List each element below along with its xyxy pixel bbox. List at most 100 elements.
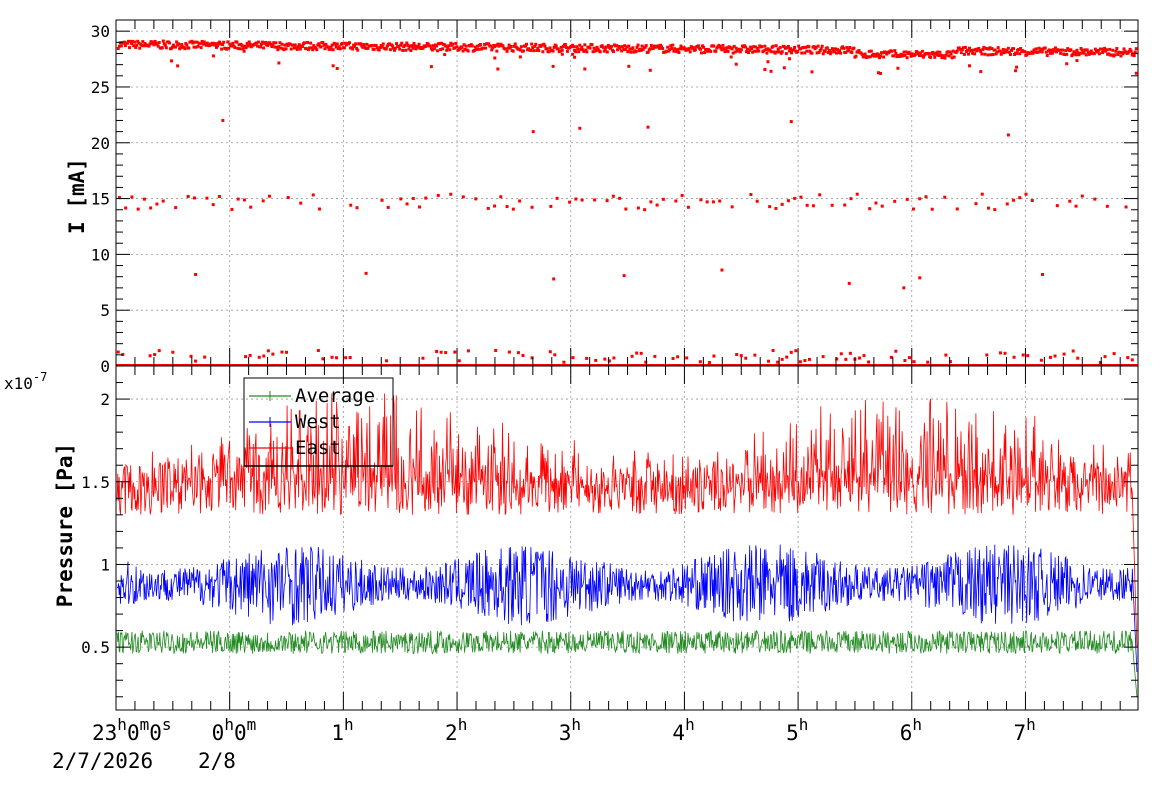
current-point-secondary (768, 205, 772, 209)
current-point-low (285, 350, 289, 354)
current-point-main (687, 47, 691, 51)
current-point-low (571, 356, 575, 360)
x-hour-label-value: 7 (1013, 721, 1026, 745)
current-point-secondary (267, 194, 271, 198)
current-point-low (562, 360, 566, 364)
current-point-main (330, 43, 334, 47)
current-point-low (494, 348, 498, 352)
current-point-main (207, 44, 211, 48)
current-point-main (156, 44, 160, 48)
current-point-main (1079, 46, 1083, 50)
current-point-main (361, 45, 365, 49)
current-point-low (330, 355, 334, 359)
current-point-dip (518, 55, 522, 59)
current-point-main (691, 46, 695, 50)
current-point-main (133, 40, 137, 44)
current-point-low (421, 356, 425, 360)
current-point-low (1130, 358, 1134, 362)
bottom-ytick-label-1: 1 (100, 555, 110, 574)
bottom-plot-frame (115, 365, 1139, 711)
current-point-main (739, 48, 743, 52)
current-point-main (722, 46, 726, 50)
current-point-secondary (386, 205, 390, 209)
current-point-main (827, 48, 831, 52)
current-point-dip (627, 64, 631, 68)
current-point-low (603, 357, 607, 361)
current-point-main (934, 51, 938, 55)
current-point-secondary (799, 195, 803, 199)
current-point-secondary (174, 206, 178, 210)
current-point-main (454, 41, 458, 45)
bottom-ytick-label-0: 0.5 (81, 638, 110, 657)
bottom-ytick-label-3: 2 (100, 390, 110, 409)
current-point-main (391, 46, 395, 50)
current-point-main (513, 42, 517, 46)
current-point-main (408, 44, 412, 48)
current-point-dip (782, 66, 786, 70)
current-point-main (1118, 50, 1122, 54)
current-point-main (198, 41, 202, 45)
current-point-main (424, 44, 428, 48)
current-point-main (398, 47, 402, 51)
current-point-main (848, 45, 852, 49)
current-point-main (893, 49, 897, 53)
current-point-main (409, 49, 413, 53)
top-ytick-label-4: 20 (91, 134, 110, 153)
current-point-main (523, 44, 527, 48)
current-point-main (793, 45, 797, 49)
current-point-outlier-8 (552, 277, 556, 281)
current-point-low (998, 351, 1002, 355)
current-point-main (1043, 46, 1047, 50)
current-point-main (965, 48, 969, 52)
current-point-main (385, 44, 389, 48)
current-point-main (986, 53, 990, 57)
current-point-main (511, 49, 515, 53)
current-point-dip (1075, 59, 1079, 63)
current-point-main (432, 47, 436, 51)
current-point-main (195, 40, 199, 44)
current-point-main (1133, 50, 1137, 54)
current-point-low (767, 359, 771, 363)
current-point-main (936, 50, 940, 54)
bottom-data (116, 393, 1138, 697)
current-point-main (1044, 50, 1048, 54)
current-point-low (203, 355, 207, 359)
bottom-yaxis: 0.5 1 1.5 2 (81, 382, 1138, 698)
current-point-main (948, 50, 952, 54)
current-point-low (1003, 351, 1007, 355)
current-point-low (712, 354, 716, 358)
pressure-line-west (116, 544, 1138, 673)
current-point-main (938, 50, 942, 54)
current-point-main (277, 45, 281, 49)
current-point-secondary (349, 203, 353, 207)
current-point-main (311, 48, 315, 52)
current-point-main (688, 50, 692, 54)
current-point-main (598, 50, 602, 54)
current-point-main (698, 47, 702, 51)
current-point-secondary (655, 203, 659, 207)
current-point-main (594, 48, 598, 52)
current-point-main (962, 52, 966, 56)
current-point-main (609, 44, 613, 48)
current-point-dip (571, 52, 575, 56)
current-point-main (774, 44, 778, 48)
current-point-main (155, 42, 159, 46)
current-point-outlier-9 (622, 274, 626, 278)
current-point-main (354, 42, 358, 46)
current-point-secondary (1105, 204, 1109, 208)
current-point-main (306, 41, 310, 45)
current-point-main (1039, 47, 1043, 51)
current-point-main (449, 41, 453, 45)
current-point-main (447, 44, 451, 48)
current-point-main (470, 44, 474, 48)
current-point-main (1005, 50, 1009, 54)
current-point-main (629, 50, 633, 54)
current-point-main (819, 47, 823, 51)
current-point-main (730, 47, 734, 51)
current-point-main (460, 45, 464, 49)
current-point-main (537, 49, 541, 53)
current-point-main (444, 44, 448, 48)
current-point-main (816, 44, 820, 48)
current-point-main (619, 45, 623, 49)
current-point-main (161, 39, 165, 43)
